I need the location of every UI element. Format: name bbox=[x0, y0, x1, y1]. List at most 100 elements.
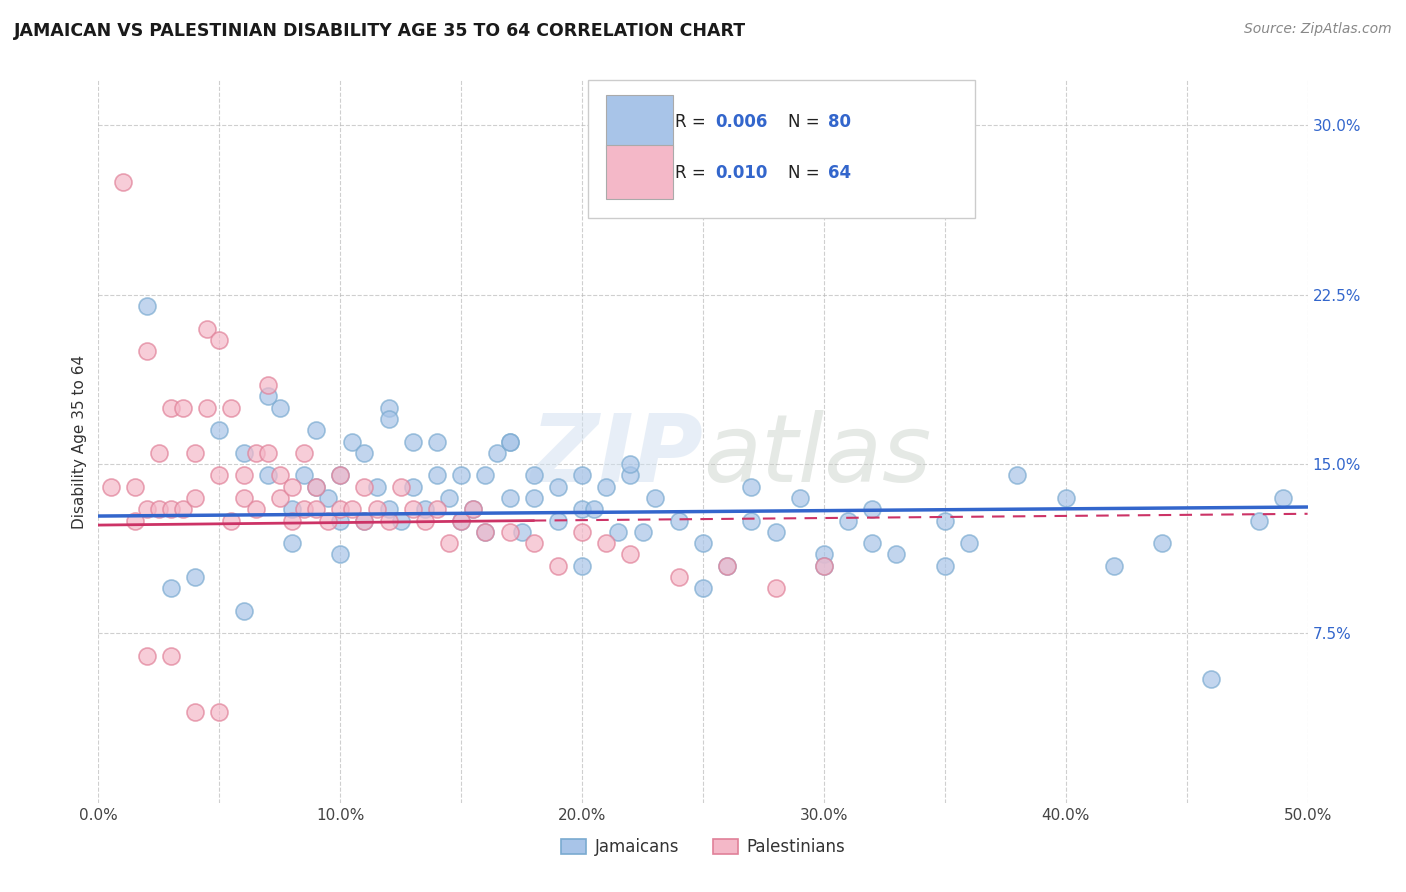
Point bbox=[208, 706, 231, 720]
Point bbox=[208, 423, 231, 437]
Point bbox=[837, 514, 859, 528]
Point bbox=[208, 468, 231, 483]
Point bbox=[124, 480, 146, 494]
Point bbox=[765, 582, 787, 596]
Point bbox=[450, 514, 472, 528]
Point bbox=[426, 502, 449, 516]
Point bbox=[245, 502, 267, 516]
Point bbox=[245, 446, 267, 460]
Point bbox=[413, 502, 436, 516]
Point bbox=[402, 434, 425, 449]
Point bbox=[100, 480, 122, 494]
Point bbox=[148, 502, 170, 516]
Point bbox=[474, 468, 496, 483]
Point bbox=[160, 582, 183, 596]
Point bbox=[366, 480, 388, 494]
Point bbox=[366, 502, 388, 516]
Point bbox=[221, 514, 243, 528]
Text: ZIP: ZIP bbox=[530, 410, 703, 502]
Point bbox=[498, 434, 520, 449]
Point bbox=[934, 514, 956, 528]
Point bbox=[316, 514, 339, 528]
Point bbox=[316, 491, 339, 505]
Point bbox=[184, 446, 207, 460]
Point bbox=[281, 536, 304, 550]
Point bbox=[232, 604, 254, 618]
Point bbox=[135, 502, 157, 516]
Point bbox=[1152, 536, 1174, 550]
Point bbox=[329, 502, 352, 516]
Point bbox=[256, 378, 278, 392]
Point bbox=[547, 480, 569, 494]
Point bbox=[353, 514, 375, 528]
FancyBboxPatch shape bbox=[606, 145, 672, 200]
Point bbox=[934, 558, 956, 573]
Legend: Jamaicans, Palestinians: Jamaicans, Palestinians bbox=[555, 831, 851, 863]
Point bbox=[184, 706, 207, 720]
Point bbox=[124, 514, 146, 528]
Point bbox=[305, 502, 328, 516]
Point bbox=[1249, 514, 1271, 528]
Point bbox=[607, 524, 630, 539]
Point bbox=[463, 502, 485, 516]
Point bbox=[269, 491, 291, 505]
Point bbox=[668, 570, 690, 584]
Point bbox=[523, 468, 546, 483]
Point bbox=[595, 536, 617, 550]
Point bbox=[111, 175, 134, 189]
Point bbox=[571, 558, 593, 573]
Point bbox=[692, 536, 714, 550]
Point bbox=[281, 514, 304, 528]
Text: Source: ZipAtlas.com: Source: ZipAtlas.com bbox=[1244, 22, 1392, 37]
Point bbox=[498, 491, 520, 505]
Point bbox=[413, 514, 436, 528]
Point bbox=[547, 558, 569, 573]
Point bbox=[160, 401, 183, 415]
Point bbox=[329, 548, 352, 562]
Point bbox=[1007, 468, 1029, 483]
Point bbox=[292, 502, 315, 516]
Point bbox=[232, 446, 254, 460]
Text: N =: N = bbox=[787, 113, 824, 131]
Point bbox=[402, 480, 425, 494]
Point bbox=[547, 514, 569, 528]
Point bbox=[571, 502, 593, 516]
Point bbox=[1054, 491, 1077, 505]
Point bbox=[1102, 558, 1125, 573]
Y-axis label: Disability Age 35 to 64: Disability Age 35 to 64 bbox=[72, 354, 87, 529]
Point bbox=[765, 524, 787, 539]
Point bbox=[281, 502, 304, 516]
Point bbox=[221, 401, 243, 415]
Point bbox=[377, 502, 399, 516]
Point bbox=[135, 344, 157, 359]
Point bbox=[619, 548, 641, 562]
Point bbox=[377, 412, 399, 426]
Point bbox=[353, 480, 375, 494]
Point bbox=[716, 558, 738, 573]
Point bbox=[437, 491, 460, 505]
Point bbox=[353, 514, 375, 528]
Text: 0.010: 0.010 bbox=[716, 164, 768, 182]
Point bbox=[813, 558, 835, 573]
Point bbox=[498, 524, 520, 539]
Point bbox=[523, 536, 546, 550]
Point bbox=[463, 502, 485, 516]
Point bbox=[148, 446, 170, 460]
Point bbox=[450, 468, 472, 483]
Point bbox=[269, 401, 291, 415]
Point bbox=[232, 468, 254, 483]
Point bbox=[342, 434, 364, 449]
Text: R =: R = bbox=[675, 164, 711, 182]
Point bbox=[329, 468, 352, 483]
Point bbox=[571, 468, 593, 483]
Point bbox=[232, 491, 254, 505]
Point bbox=[172, 502, 194, 516]
Point bbox=[474, 524, 496, 539]
Point bbox=[256, 468, 278, 483]
Point bbox=[595, 480, 617, 494]
Point bbox=[377, 401, 399, 415]
Point bbox=[813, 548, 835, 562]
Point bbox=[305, 423, 328, 437]
Point bbox=[342, 502, 364, 516]
Text: JAMAICAN VS PALESTINIAN DISABILITY AGE 35 TO 64 CORRELATION CHART: JAMAICAN VS PALESTINIAN DISABILITY AGE 3… bbox=[14, 22, 747, 40]
